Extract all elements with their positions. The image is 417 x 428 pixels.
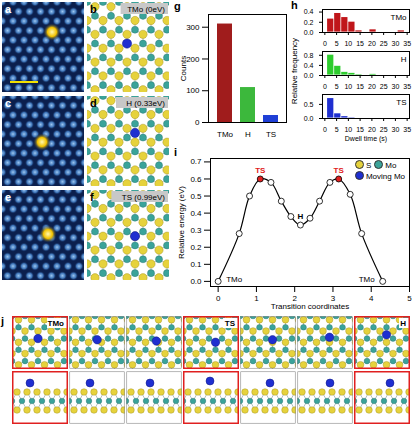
- svg-text:0.5: 0.5: [190, 192, 202, 201]
- svg-text:0.2: 0.2: [190, 243, 202, 252]
- svg-text:0.4: 0.4: [304, 62, 314, 69]
- svg-text:20: 20: [368, 40, 376, 46]
- html-text:i: i: [174, 146, 178, 158]
- svg-text:Transition coordinates: Transition coordinates: [271, 302, 349, 311]
- svg-text:TS: TS: [334, 166, 345, 175]
- svg-text:0: 0: [195, 118, 200, 127]
- svg-text:5: 5: [335, 126, 339, 133]
- html-text:Mo: Mo: [385, 161, 397, 170]
- svg-text:0.0: 0.0: [304, 29, 314, 36]
- svg-text:15: 15: [356, 83, 364, 89]
- svg-text:1: 1: [254, 294, 259, 303]
- svg-text:TS: TS: [255, 166, 266, 175]
- svg-text:0.3: 0.3: [190, 226, 202, 235]
- svg-text:10: 10: [344, 83, 352, 89]
- svg-text:35: 35: [403, 40, 411, 46]
- svg-text:0.0: 0.0: [190, 277, 202, 286]
- svg-text:30: 30: [391, 83, 399, 89]
- html-text:g: g: [174, 0, 181, 12]
- svg-text:10: 10: [344, 40, 352, 46]
- svg-text:H: H: [401, 55, 407, 64]
- svg-text:35: 35: [403, 126, 411, 133]
- svg-text:H: H: [298, 212, 304, 221]
- html-text:c: c: [5, 97, 12, 109]
- html-text:d: d: [90, 97, 97, 109]
- svg-text:0.8: 0.8: [304, 52, 314, 59]
- html-text:b: b: [90, 3, 97, 15]
- svg-text:15: 15: [356, 126, 364, 133]
- svg-text:0.4: 0.4: [304, 8, 314, 15]
- svg-text:30: 30: [391, 126, 399, 133]
- svg-text:0: 0: [216, 294, 221, 303]
- svg-text:15: 15: [356, 40, 364, 46]
- svg-text:TS: TS: [266, 130, 276, 139]
- svg-text:0.5: 0.5: [304, 101, 314, 108]
- html-text:f: f: [90, 191, 94, 203]
- svg-text:0: 0: [323, 126, 327, 133]
- html-text:S: S: [365, 161, 372, 170]
- svg-text:TS: TS: [396, 98, 406, 107]
- svg-text:Dwell time (s): Dwell time (s): [345, 135, 387, 143]
- svg-text:30: 30: [391, 40, 399, 46]
- svg-text:10: 10: [344, 126, 352, 133]
- html-text:Moving Mo: Moving Mo: [365, 172, 405, 181]
- svg-text:5: 5: [335, 40, 339, 46]
- svg-text:H: H: [400, 319, 406, 328]
- svg-text:300: 300: [186, 23, 200, 32]
- html-text:j: j: [1, 315, 5, 327]
- svg-text:0.0: 0.0: [304, 115, 314, 122]
- svg-text:100: 100: [186, 86, 200, 95]
- svg-text:20: 20: [368, 126, 376, 133]
- svg-text:Relative energy (eV): Relative energy (eV): [177, 186, 186, 259]
- svg-text:0.7: 0.7: [190, 157, 202, 166]
- svg-text:5: 5: [335, 83, 339, 89]
- svg-text:0: 0: [323, 40, 327, 46]
- svg-text:0.6: 0.6: [190, 175, 202, 184]
- svg-text:0.1: 0.1: [190, 260, 202, 269]
- svg-text:5: 5: [407, 294, 412, 303]
- html-text:h: h: [291, 0, 298, 11]
- html-text:a: a: [5, 3, 12, 15]
- svg-text:20: 20: [368, 83, 376, 89]
- svg-text:H: H: [245, 130, 251, 139]
- svg-text:TMo: TMo: [48, 319, 65, 328]
- svg-text:TMo (0eV): TMo (0eV): [127, 5, 165, 14]
- svg-text:25: 25: [380, 83, 388, 89]
- svg-text:TMo: TMo: [217, 130, 234, 139]
- svg-text:25: 25: [380, 126, 388, 133]
- svg-text:35: 35: [403, 83, 411, 89]
- svg-text:TMo: TMo: [226, 275, 243, 284]
- svg-text:200: 200: [186, 55, 200, 64]
- svg-text:TS (0.99eV): TS (0.99eV): [122, 193, 165, 202]
- svg-text:TMo: TMo: [359, 275, 376, 284]
- svg-text:TMo: TMo: [391, 13, 408, 22]
- svg-text:3: 3: [330, 294, 336, 304]
- svg-text:2: 2: [292, 294, 297, 304]
- svg-text:0.4: 0.4: [190, 209, 202, 218]
- svg-text:4: 4: [369, 294, 374, 303]
- svg-text:0: 0: [323, 83, 327, 89]
- svg-text:Counts: Counts: [179, 56, 188, 81]
- svg-text:0.2: 0.2: [304, 19, 314, 26]
- svg-text:H (0.33eV): H (0.33eV): [126, 99, 165, 108]
- svg-text:25: 25: [380, 40, 388, 46]
- html-text:e: e: [5, 191, 12, 203]
- svg-text:TS: TS: [225, 319, 236, 328]
- svg-text:0.0: 0.0: [304, 72, 314, 79]
- html-text:Relative frequency: Relative frequency: [290, 37, 299, 105]
